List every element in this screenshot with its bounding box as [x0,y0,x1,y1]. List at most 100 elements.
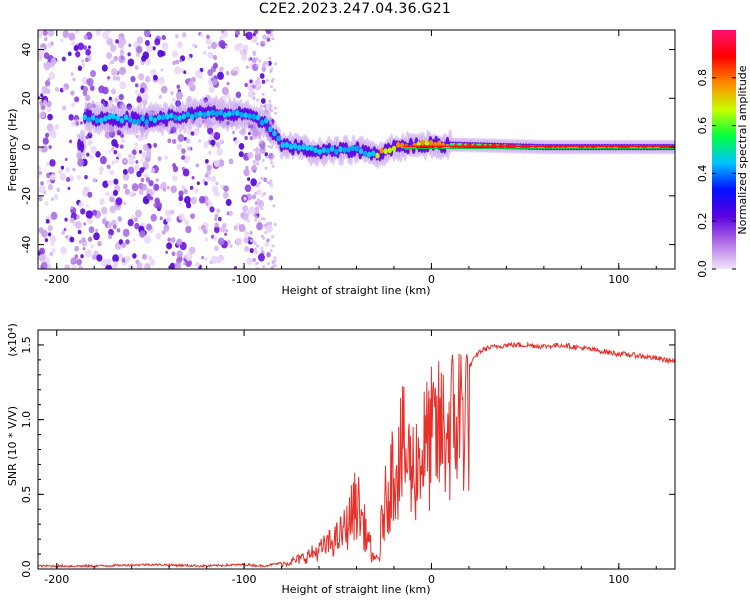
noise-dot [258,136,262,140]
noise-dot [210,175,217,183]
signal-peak [247,113,252,120]
noise-dot [273,264,277,268]
snr-exponent: (x10⁴) [6,323,19,357]
noise-dot [44,132,50,138]
noise-dot [252,257,257,263]
noise-dot [241,54,248,62]
noise-dot [256,162,260,166]
noise-dot [217,71,225,80]
noise-dot [260,207,264,211]
noise-dot [85,57,89,63]
noise-dot [161,42,169,51]
noise-dot [162,187,167,192]
noise-dot [118,239,124,245]
noise-dot [224,232,228,237]
noise-dot [261,79,266,84]
noise-dot [226,82,230,86]
noise-dot [80,254,84,259]
noise-dot [264,231,268,235]
noise-dot [46,179,51,184]
noise-dot [206,169,211,176]
noise-dot [155,232,162,240]
noise-dot [58,169,63,175]
signal-peak [115,115,121,122]
noise-dot [172,175,178,182]
noise-dot [108,149,112,154]
noise-dot [259,104,263,108]
noise-dot [185,225,192,234]
noise-dot [190,213,195,219]
noise-dot [78,265,83,269]
noise-dot [112,75,117,81]
signal-peak [181,113,186,120]
noise-dot [265,36,269,40]
noise-dot [183,262,186,266]
noise-dot [77,65,83,71]
noise-dot [189,185,194,190]
noise-dot [261,64,265,68]
colorbar-tick-label: 0.2 [696,212,709,230]
noise-dot [138,189,144,196]
noise-dot [273,256,277,260]
noise-dot [183,188,188,195]
noise-dot [213,159,220,168]
noise-dot [96,254,103,262]
noise-dot [247,151,254,159]
noise-dot [62,105,67,111]
noise-dot [153,142,158,148]
noise-dot [114,158,119,164]
noise-dot [135,45,143,54]
noise-dot [150,213,157,222]
noise-dot [221,124,224,129]
signal-peak [263,117,269,124]
noise-dot [85,210,93,219]
noise-dot [116,228,121,233]
noise-dot [122,168,128,175]
noise-dot [111,138,118,147]
y-tick-label: -40 [20,236,33,254]
noise-dot [266,79,270,83]
noise-dot [160,85,168,94]
noise-dot [110,44,117,52]
signal-peak [305,145,310,152]
noise-dot [142,160,149,168]
y-tick-label: 20 [20,91,33,105]
noise-dot [109,130,116,138]
noise-dot [90,70,97,78]
noise-dot [224,45,228,49]
noise-dot [161,34,166,41]
noise-dot [167,138,172,144]
noise-dot [253,30,259,35]
noise-dot [176,84,181,89]
noise-dot [99,198,105,205]
noise-dot [106,258,112,266]
noise-dot [129,191,135,198]
noise-dot [221,222,227,229]
noise-dot [158,94,163,100]
noise-dot [177,133,185,143]
noise-dot [211,121,219,130]
noise-dot [190,196,197,205]
noise-dot [51,65,55,69]
signal-peak [185,111,191,118]
signal-peak [420,139,426,146]
noise-dot [76,174,82,180]
noise-dot [70,257,76,264]
noise-dot [78,240,82,244]
noise-dot [50,57,57,66]
noise-dot [254,152,258,156]
colorbar: 0.0 0.2 0.4 0.6 0.8 Normalized spectral ampl… [696,30,749,278]
noise-dot [210,139,216,146]
noise-dot [254,250,258,254]
noise-dot [79,121,83,125]
noise-dot [190,131,195,136]
noise-dot [201,255,205,260]
noise-dot [270,161,274,165]
noise-dot [197,122,202,128]
y-tick-label: 1.5 [20,336,33,354]
noise-dot [114,97,119,103]
noise-dot [266,61,270,65]
noise-dot [81,237,86,243]
noise-dot [158,76,165,85]
noise-dot [80,208,86,215]
